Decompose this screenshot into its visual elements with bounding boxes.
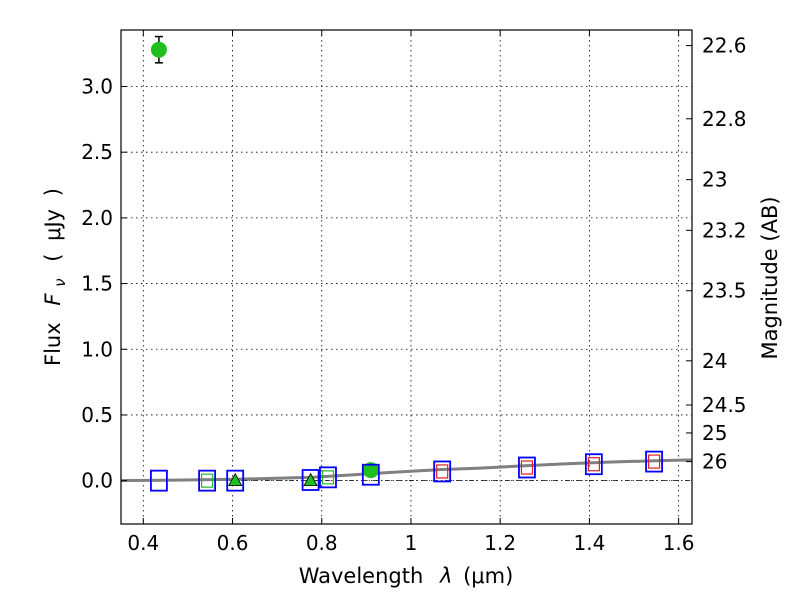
x-tick-label: 1.4 (573, 531, 605, 555)
y-tick-label: 1.0 (81, 337, 113, 361)
model-photometry-inner-square (647, 454, 661, 469)
model-photometry-square (584, 453, 603, 476)
x-tick-label: 0.4 (127, 531, 159, 555)
y2-tick-label: 25 (702, 421, 727, 445)
upper-limit-triangle (303, 472, 318, 487)
x-tick-label: 0.6 (217, 531, 249, 555)
y-tick-label: 1.5 (81, 272, 113, 296)
y-tick-label: 3.0 (81, 74, 113, 98)
ticks-group: 0.4 0.6 0.8 1 1.2 1.4 1.6 0.0 0.5 1.0 1.5 2.0 2.5 3.0… (81, 30, 747, 555)
model-photometry-square (301, 469, 320, 491)
model-photometry-inner-square (587, 457, 600, 472)
model-photometry-inner-square (436, 464, 449, 479)
y-tick-label: 2.0 (81, 206, 113, 230)
detection-circle (150, 41, 167, 58)
grid (121, 30, 692, 524)
model-photometry-square (198, 469, 216, 492)
model-photometry-square (433, 460, 452, 483)
y-axis-title-close: ) (41, 188, 65, 196)
y-axis-title: Flux F ν ( μJy ) (41, 188, 70, 366)
y2-tick-label: 24 (702, 349, 727, 373)
y2-tick-label: 22.8 (702, 107, 747, 131)
plot-background (121, 30, 692, 524)
model-photometry-square (361, 463, 380, 486)
model-photometry-inner-square (321, 470, 335, 485)
y-tick-label: 2.5 (81, 140, 113, 164)
y2-axis-title: Magnitude (AB) (758, 196, 782, 359)
y2-tick-label: 23 (702, 168, 727, 192)
x-tick-label: 1.6 (663, 531, 695, 555)
y2-tick-label: 23.5 (702, 279, 747, 303)
y-axis-title-open: ( (41, 254, 65, 262)
model-photometry-square (226, 469, 245, 492)
markers-group (150, 35, 663, 492)
y2-tick-label: 24.5 (702, 393, 747, 417)
plot-frame (120, 29, 693, 525)
y-axis-title-subscript: ν (51, 278, 69, 286)
x-tick-label: 1 (405, 531, 418, 555)
x-axis-title-unit: (μm) (463, 564, 513, 588)
x-axis-title: Wavelength λ (μm) (299, 564, 514, 588)
y-axis-title-unit: μJy (41, 209, 65, 241)
model-photometry-inner-square (200, 473, 214, 488)
y2-tick-label: 22.6 (702, 34, 747, 58)
model-spectrum-group (120, 458, 693, 483)
model-photometry-square (518, 456, 536, 479)
model-spectrum-line (120, 458, 693, 483)
y-axis-title-text: Flux (41, 322, 65, 366)
y-axis-title-symbol: F (41, 293, 65, 306)
model-photometry-square (319, 466, 337, 489)
model-photometry-square (645, 450, 663, 473)
x-axis-title-text: Wavelength (299, 564, 424, 588)
upper-limit-triangle (228, 472, 243, 487)
y2-tick-label: 23.2 (702, 218, 747, 242)
y-tick-label: 0.5 (81, 403, 113, 427)
x-tick-label: 1.2 (484, 531, 516, 555)
x-axis-title-symbol: λ (439, 564, 452, 588)
y2-tick-label: 26 (702, 450, 727, 474)
model-photometry-inner-square (520, 460, 534, 475)
x-tick-label: 0.8 (306, 531, 338, 555)
y-tick-label: 0.0 (81, 469, 113, 493)
model-photometry-square (150, 469, 168, 492)
